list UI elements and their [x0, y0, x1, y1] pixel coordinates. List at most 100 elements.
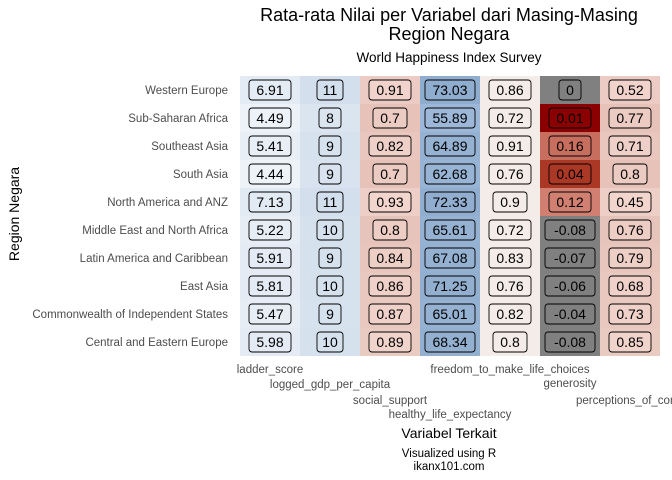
cell-label-box	[318, 107, 342, 129]
cell-label-box	[608, 191, 652, 213]
cell-value-label: 0.01	[556, 110, 583, 126]
cell-value-label: 0.76	[496, 278, 523, 294]
cell-label-box	[424, 135, 476, 157]
cell-value-label: 0.79	[616, 250, 643, 266]
cell-value-label: 0.8	[500, 334, 520, 350]
cell-label-box	[612, 163, 648, 185]
cell-label-box	[608, 303, 652, 325]
cell-value-label: 0.7	[380, 110, 400, 126]
cell-label-box	[492, 191, 528, 213]
cell-label-box	[248, 247, 292, 269]
chart-subtitle: World Happiness Index Survey	[356, 50, 541, 65]
cell-value-label: 73.03	[432, 82, 467, 98]
cell-label-box	[544, 303, 596, 325]
cell-label-box	[248, 219, 292, 241]
cell-value-label: -0.08	[554, 334, 586, 350]
cell-label-box	[368, 79, 412, 101]
cell-value-label: 67.08	[432, 250, 467, 266]
cell-value-label: 64.89	[432, 138, 467, 154]
cell-value-label: 0.76	[616, 222, 643, 238]
cell-label-box	[488, 303, 532, 325]
cell-value-label: 55.89	[432, 110, 467, 126]
y-axis-ticks: Western Europe Sub-Saharan Africa Southeas…	[32, 85, 228, 349]
cell-value-label: 62.68	[432, 166, 467, 182]
x-tick-label: perceptions_of_corru	[576, 395, 672, 407]
cell-value-label: 0	[566, 82, 574, 98]
cell-label-box	[368, 331, 412, 353]
cell-label-box	[316, 275, 344, 297]
cell-value-label: 0.85	[616, 334, 643, 350]
cell-label-box	[608, 247, 652, 269]
cell-label-box	[248, 135, 292, 157]
cell-label-box	[316, 219, 344, 241]
y-tick-label: East Asia	[180, 281, 229, 293]
cell-label-box	[424, 331, 476, 353]
cell-value-label: 0.72	[496, 110, 523, 126]
cell-value-label: 0.12	[556, 194, 583, 210]
cell-value-label: 9	[326, 138, 334, 154]
cell-label-box	[544, 331, 596, 353]
cell-label-box	[316, 331, 344, 353]
cell-label-box	[424, 303, 476, 325]
cell-label-box	[372, 107, 408, 129]
chart-title-line2: Region Negara	[388, 24, 510, 44]
cell-value-label: 5.81	[256, 278, 283, 294]
cell-label-box	[248, 79, 292, 101]
cell-value-label: 0.7	[380, 166, 400, 182]
cell-label-box	[424, 191, 476, 213]
cell-value-label: -0.04	[554, 306, 586, 322]
cell-value-label: 0.86	[496, 82, 523, 98]
cell-label-box	[368, 135, 412, 157]
cell-value-label: 0.91	[376, 82, 403, 98]
cell-label-box	[548, 107, 592, 129]
y-tick-label: Commonwealth of Independent States	[32, 309, 228, 321]
cell-value-label: 4.44	[256, 166, 283, 182]
cell-label-box	[248, 107, 292, 129]
cell-label-box	[368, 247, 412, 269]
cell-value-label: 5.91	[256, 250, 283, 266]
x-tick-label: freedom_to_make_life_choices	[430, 364, 589, 376]
y-tick-label: Western Europe	[145, 85, 228, 97]
cell-value-label: 0.86	[376, 278, 403, 294]
cell-label-box	[318, 163, 342, 185]
cell-label-box	[488, 247, 532, 269]
x-tick-label: social_support	[353, 395, 428, 407]
cell-value-label: 9	[326, 166, 334, 182]
cell-value-label: 7.13	[256, 194, 283, 210]
cell-label-box	[544, 275, 596, 297]
cell-value-label: 65.61	[432, 222, 467, 238]
cell-value-label: 0.45	[616, 194, 643, 210]
cell-label-box	[608, 275, 652, 297]
caption-line2: ikanx101.com	[414, 461, 485, 473]
cell-label-box	[608, 331, 652, 353]
cell-value-label: 65.01	[432, 306, 467, 322]
cell-value-label: 0.72	[496, 222, 523, 238]
cell-label-box	[488, 275, 532, 297]
cell-label-box	[316, 191, 344, 213]
cell-value-label: 11	[323, 194, 338, 210]
cell-value-label: -0.07	[554, 250, 586, 266]
cell-label-box	[488, 219, 532, 241]
heatmap-cell-labels: 6.91 11 0.91 73.03 0.86 0 0.52 4.49 8 0.7 55.89 0.7…	[248, 79, 652, 353]
cell-value-label: 0.93	[376, 194, 403, 210]
cell-value-label: 6.91	[256, 82, 283, 98]
cell-label-box	[248, 331, 292, 353]
cell-label-box	[492, 331, 528, 353]
cell-label-box	[608, 79, 652, 101]
cell-value-label: 0.91	[496, 138, 523, 154]
cell-label-box	[544, 247, 596, 269]
cell-label-box	[488, 107, 532, 129]
cell-value-label: 5.47	[256, 306, 283, 322]
cell-label-box	[424, 247, 476, 269]
cell-label-box	[424, 163, 476, 185]
x-tick-label: ladder_score	[237, 364, 303, 376]
cell-label-box	[368, 303, 412, 325]
cell-value-label: 5.98	[256, 334, 283, 350]
cell-label-box	[488, 135, 532, 157]
caption-line1: Visualized using R	[402, 448, 496, 460]
cell-value-label: 0.82	[376, 138, 403, 154]
cell-value-label: 0.82	[496, 306, 523, 322]
cell-value-label: 9	[326, 306, 334, 322]
x-axis-title: Variabel Terkait	[401, 425, 496, 441]
